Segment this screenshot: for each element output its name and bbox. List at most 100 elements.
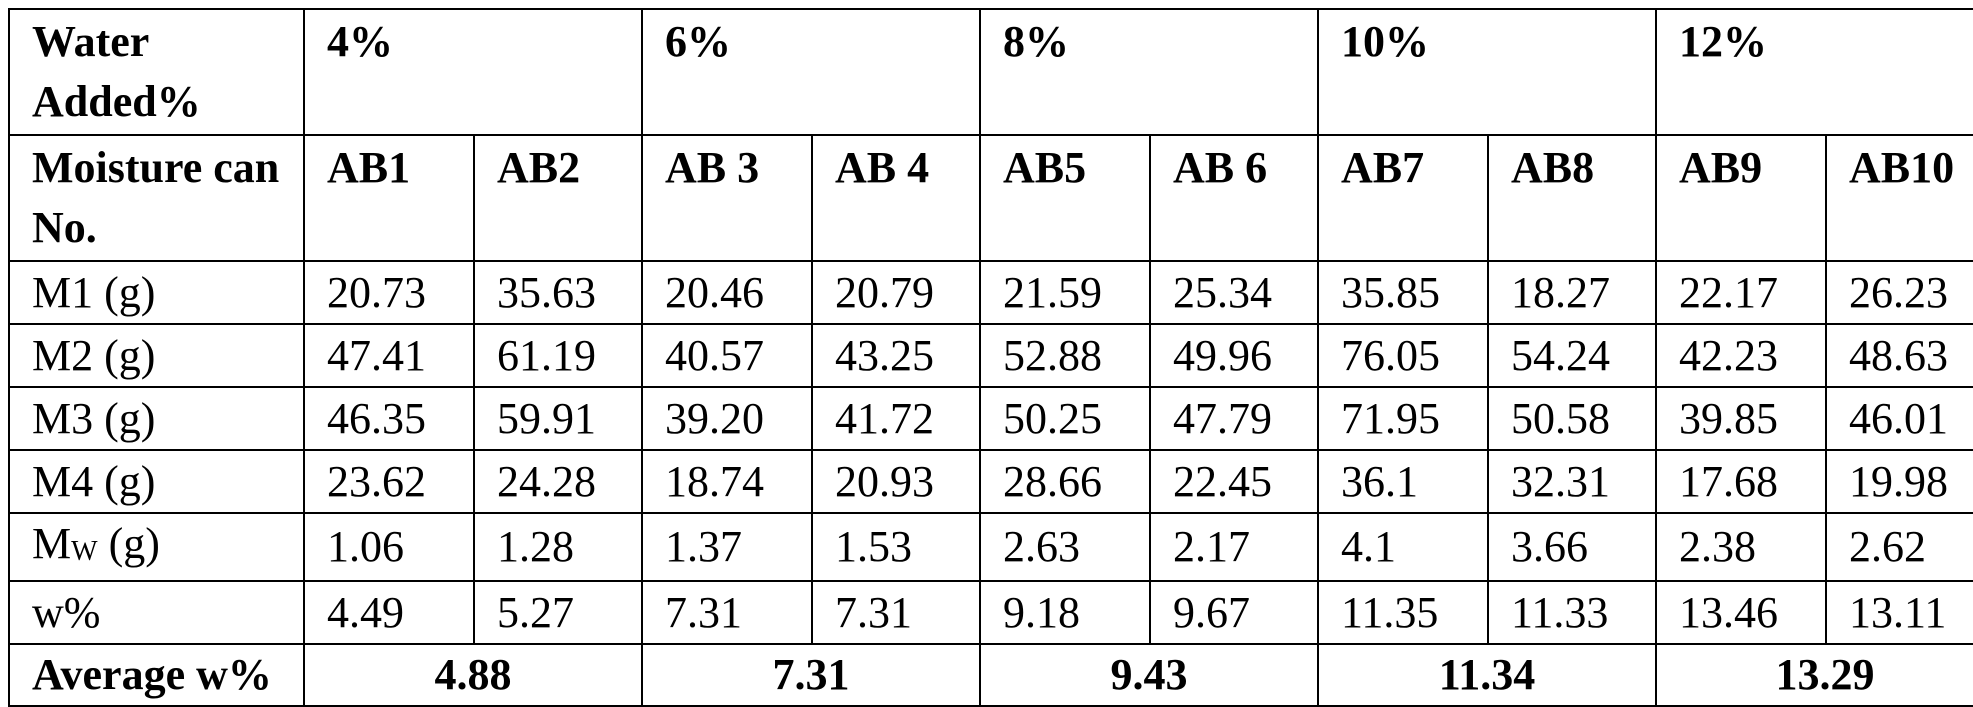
value-cell: 22.45: [1149, 449, 1319, 514]
value-cell: 9.18: [979, 580, 1151, 645]
value-cell: 23.62: [303, 449, 475, 514]
value-cell: 36.1: [1317, 449, 1489, 514]
value-cell: 47.79: [1149, 386, 1319, 451]
value-cell: 46.35: [303, 386, 475, 451]
value-cell: 1.06: [303, 512, 475, 582]
value-cell: 7.31: [811, 580, 981, 645]
water-added-4: 4%: [303, 8, 643, 136]
value-cell: 1.53: [811, 512, 981, 582]
value-cell: 28.66: [979, 449, 1151, 514]
value-cell: 24.28: [473, 449, 643, 514]
table-row-w-percent: w% 4.49 5.27 7.31 7.31 9.18 9.67 11.35 1…: [8, 580, 1973, 645]
value-cell: 42.23: [1655, 323, 1827, 388]
table-row-m2: M2 (g) 47.41 61.19 40.57 43.25 52.88 49.…: [8, 323, 1973, 388]
average-cell: 9.43: [979, 643, 1319, 707]
value-cell: 18.74: [641, 449, 813, 514]
water-added-6: 6%: [641, 8, 981, 136]
average-row: Average w% 4.88 7.31 9.43 11.34 13.29: [8, 643, 1973, 707]
table-row-m3: M3 (g) 46.35 59.91 39.20 41.72 50.25 47.…: [8, 386, 1973, 451]
row-label: w%: [8, 580, 305, 645]
value-cell: 47.41: [303, 323, 475, 388]
table-row-mw: MW (g) 1.06 1.28 1.37 1.53 2.63 2.17 4.1…: [8, 512, 1973, 582]
value-cell: 50.58: [1487, 386, 1657, 451]
value-cell: 11.33: [1487, 580, 1657, 645]
water-added-8: 8%: [979, 8, 1319, 136]
can-cell: AB9: [1655, 134, 1827, 262]
table-row-m4: M4 (g) 23.62 24.28 18.74 20.93 28.66 22.…: [8, 449, 1973, 514]
can-cell: AB5: [979, 134, 1151, 262]
average-cell: 13.29: [1655, 643, 1973, 707]
can-cell: AB10: [1825, 134, 1973, 262]
water-added-label: Water Added%: [8, 8, 305, 136]
table-row-m1: M1 (g) 20.73 35.63 20.46 20.79 21.59 25.…: [8, 260, 1973, 325]
value-cell: 54.24: [1487, 323, 1657, 388]
value-cell: 21.59: [979, 260, 1151, 325]
value-cell: 4.1: [1317, 512, 1489, 582]
value-cell: 71.95: [1317, 386, 1489, 451]
average-cell: 4.88: [303, 643, 643, 707]
can-cell: AB 3: [641, 134, 813, 262]
value-cell: 39.85: [1655, 386, 1827, 451]
water-added-10: 10%: [1317, 8, 1657, 136]
average-label: Average w%: [8, 643, 305, 707]
value-cell: 35.63: [473, 260, 643, 325]
can-number-label: Moisture can No.: [8, 134, 305, 262]
row-label: M3 (g): [8, 386, 305, 451]
value-cell: 25.34: [1149, 260, 1319, 325]
value-cell: 20.46: [641, 260, 813, 325]
can-cell: AB1: [303, 134, 475, 262]
can-cell: AB2: [473, 134, 643, 262]
can-cell: AB8: [1487, 134, 1657, 262]
moisture-content-table-container: Water Added% 4% 6% 8% 10% 12% Moisture c…: [8, 8, 1973, 707]
row-label: M4 (g): [8, 449, 305, 514]
value-cell: 17.68: [1655, 449, 1827, 514]
value-cell: 2.63: [979, 512, 1151, 582]
water-added-row: Water Added% 4% 6% 8% 10% 12%: [8, 8, 1973, 136]
value-cell: 11.35: [1317, 580, 1489, 645]
value-cell: 20.93: [811, 449, 981, 514]
value-cell: 1.37: [641, 512, 813, 582]
value-cell: 32.31: [1487, 449, 1657, 514]
value-cell: 13.11: [1825, 580, 1973, 645]
value-cell: 46.01: [1825, 386, 1973, 451]
can-number-row: Moisture can No. AB1 AB2 AB 3 AB 4 AB5 A…: [8, 134, 1973, 262]
value-cell: 43.25: [811, 323, 981, 388]
value-cell: 2.17: [1149, 512, 1319, 582]
value-cell: 41.72: [811, 386, 981, 451]
value-cell: 61.19: [473, 323, 643, 388]
row-label-main: M: [32, 519, 72, 568]
water-added-12: 12%: [1655, 8, 1973, 136]
value-cell: 2.62: [1825, 512, 1973, 582]
can-cell: AB7: [1317, 134, 1489, 262]
value-cell: 40.57: [641, 323, 813, 388]
can-cell: AB 6: [1149, 134, 1319, 262]
value-cell: 59.91: [473, 386, 643, 451]
value-cell: 52.88: [979, 323, 1151, 388]
value-cell: 26.23: [1825, 260, 1973, 325]
value-cell: 19.98: [1825, 449, 1973, 514]
value-cell: 3.66: [1487, 512, 1657, 582]
value-cell: 2.38: [1655, 512, 1827, 582]
value-cell: 35.85: [1317, 260, 1489, 325]
value-cell: 39.20: [641, 386, 813, 451]
value-cell: 18.27: [1487, 260, 1657, 325]
value-cell: 48.63: [1825, 323, 1973, 388]
value-cell: 20.79: [811, 260, 981, 325]
can-cell: AB 4: [811, 134, 981, 262]
value-cell: 22.17: [1655, 260, 1827, 325]
value-cell: 7.31: [641, 580, 813, 645]
value-cell: 9.67: [1149, 580, 1319, 645]
row-label: M1 (g): [8, 260, 305, 325]
average-cell: 11.34: [1317, 643, 1657, 707]
row-label-unit: (g): [97, 519, 160, 568]
row-label-subscript: W: [71, 536, 98, 567]
value-cell: 4.49: [303, 580, 475, 645]
value-cell: 50.25: [979, 386, 1151, 451]
value-cell: 1.28: [473, 512, 643, 582]
row-label: M2 (g): [8, 323, 305, 388]
value-cell: 49.96: [1149, 323, 1319, 388]
row-label: MW (g): [8, 512, 305, 582]
value-cell: 20.73: [303, 260, 475, 325]
value-cell: 13.46: [1655, 580, 1827, 645]
average-cell: 7.31: [641, 643, 981, 707]
